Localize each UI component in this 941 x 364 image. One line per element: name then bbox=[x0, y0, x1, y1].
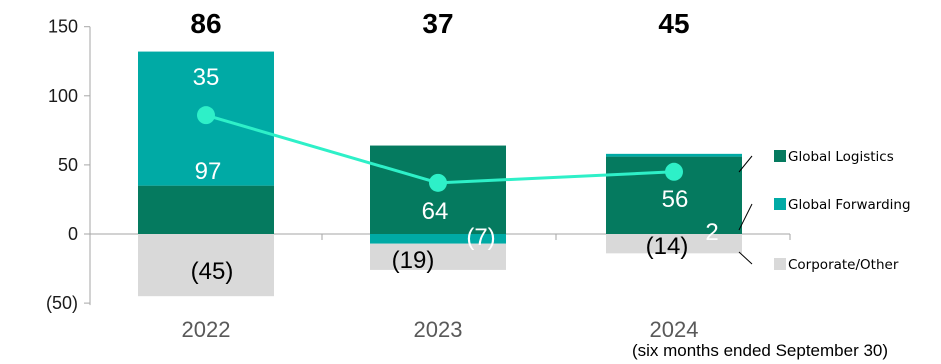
total-marker bbox=[197, 106, 215, 125]
x-tick-label: 2022 bbox=[182, 317, 231, 342]
legend-label: Global Logistics bbox=[788, 149, 894, 165]
x-axis-note: (six months ended September 30) bbox=[632, 341, 888, 360]
data-label-global-logistics: 35 bbox=[193, 64, 220, 91]
data-label-global-forwarding: 2 bbox=[705, 219, 718, 246]
x-tick-label: 2023 bbox=[414, 317, 463, 342]
data-label-global-forwarding: 97 bbox=[195, 158, 222, 185]
legend-swatch bbox=[774, 150, 786, 162]
legend-swatch bbox=[774, 258, 786, 270]
y-tick-label: 150 bbox=[48, 17, 78, 37]
legend-connector bbox=[738, 155, 753, 173]
legend-connector bbox=[738, 251, 753, 265]
bar-segment-corporate-other bbox=[606, 234, 742, 254]
legend-swatch bbox=[774, 198, 786, 210]
total-marker bbox=[665, 162, 683, 181]
legend-label: Global Forwarding bbox=[788, 197, 911, 213]
data-labels: 86 37 45 35 64 56 97 (7) 2 (45) (19) (14) bbox=[190, 8, 718, 285]
total-marker bbox=[429, 173, 447, 192]
data-label-global-logistics: 56 bbox=[662, 186, 689, 213]
total-label: 45 bbox=[658, 8, 689, 39]
data-label-corporate-other: (14) bbox=[646, 233, 689, 260]
legend-connector bbox=[738, 203, 753, 231]
total-label: 37 bbox=[422, 8, 453, 39]
data-label-global-logistics: 64 bbox=[422, 198, 449, 225]
total-line-series bbox=[197, 106, 683, 192]
bar-segment-global-forwarding bbox=[606, 153, 742, 157]
x-tick-label: 2024 bbox=[650, 317, 699, 342]
bars bbox=[138, 51, 742, 297]
bar-segment-corporate-other bbox=[370, 243, 506, 270]
y-tick-label: 50 bbox=[58, 155, 78, 175]
data-label-global-forwarding: (7) bbox=[466, 224, 495, 251]
bar-segment-corporate-other bbox=[138, 234, 274, 297]
legend-label: Corporate/Other bbox=[788, 257, 899, 273]
data-label-corporate-other: (45) bbox=[191, 258, 234, 285]
bar-segment-global-logistics bbox=[138, 185, 274, 234]
y-tick-label: (50) bbox=[46, 293, 78, 313]
bar-segment-global-forwarding bbox=[370, 234, 506, 244]
legend: Global Logistics Global Forwarding Corpora… bbox=[738, 149, 911, 273]
y-tick-label: 100 bbox=[48, 86, 78, 106]
y-tick-label: 0 bbox=[68, 224, 78, 244]
total-label: 86 bbox=[190, 8, 221, 39]
data-label-corporate-other: (19) bbox=[392, 247, 435, 274]
